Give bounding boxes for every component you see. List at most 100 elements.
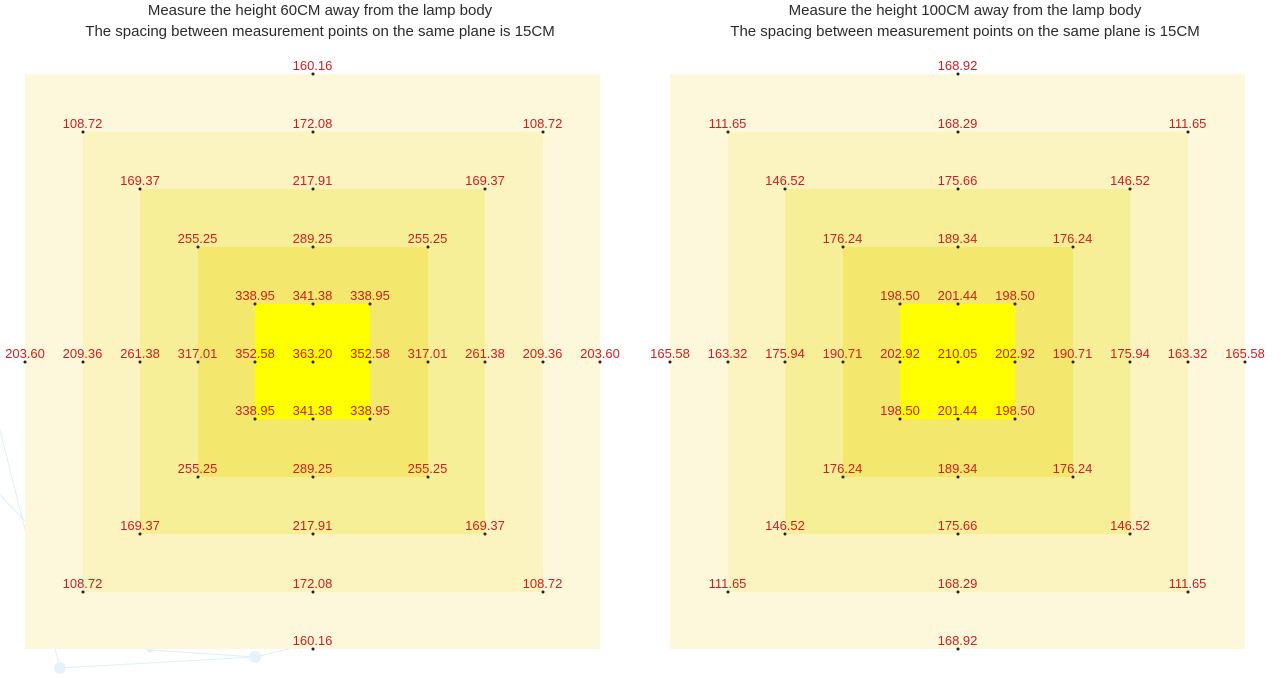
measurement-value: 169.37 bbox=[465, 518, 505, 533]
measurement-value: 352.58 bbox=[235, 345, 275, 361]
measurement-value: 146.52 bbox=[765, 518, 805, 533]
measurement-point-dot bbox=[1013, 417, 1017, 421]
measurement-value: 176.24 bbox=[822, 230, 863, 246]
measurement-point-dot bbox=[841, 245, 844, 248]
measurement-point-dot bbox=[726, 590, 729, 593]
measurement-value: 255.25 bbox=[177, 460, 218, 476]
measurement-point-dot bbox=[426, 475, 429, 478]
measurement-value: 209.36 bbox=[522, 345, 563, 361]
measurement-point-dot bbox=[598, 360, 602, 363]
measurement-point-dot bbox=[311, 187, 314, 191]
measurement-value: 168.92 bbox=[937, 633, 978, 648]
measurement-value: 202.92 bbox=[995, 345, 1035, 361]
measurement-point-dot bbox=[956, 245, 959, 248]
measurement-point-dot bbox=[956, 647, 959, 651]
measurement-value: 189.34 bbox=[937, 230, 978, 246]
measurement-value: 165.58 bbox=[650, 345, 690, 361]
measurement-point-dot bbox=[81, 130, 84, 133]
measurement-point-dot bbox=[898, 302, 902, 306]
measurement-point-dot bbox=[196, 475, 199, 478]
measurement-value: 176.24 bbox=[1052, 230, 1093, 246]
measurement-value: 203.60 bbox=[5, 345, 45, 361]
measurement-value: 338.95 bbox=[235, 288, 275, 303]
measurement-value: 341.38 bbox=[292, 288, 333, 303]
measurement-value: 175.94 bbox=[1110, 345, 1150, 361]
measurement-value: 160.16 bbox=[292, 633, 333, 648]
measurement-point-dot bbox=[1013, 360, 1017, 363]
measurement-value: 198.50 bbox=[880, 288, 920, 303]
measurement-point-dot bbox=[898, 417, 902, 421]
title-line-height: Measure the height 100CM away from the l… bbox=[788, 2, 1142, 19]
measurement-value: 341.38 bbox=[292, 403, 333, 418]
measurement-point-dot bbox=[1243, 360, 1247, 363]
measurement-point-dot bbox=[726, 360, 729, 363]
measurement-value: 317.01 bbox=[177, 345, 218, 361]
measurement-point-dot bbox=[956, 590, 959, 593]
measurement-point-dot bbox=[956, 72, 959, 76]
panel-title: Measure the height 60CM away from the la… bbox=[0, 0, 640, 42]
measurement-point-dot bbox=[138, 532, 142, 536]
measurement-point-dot bbox=[1186, 590, 1189, 593]
measurement-point-dot bbox=[726, 130, 729, 133]
measurement-value: 111.65 bbox=[708, 575, 747, 591]
measurement-value: 160.16 bbox=[292, 58, 333, 73]
measurement-value: 289.25 bbox=[292, 230, 333, 246]
panel-60cm: Measure the height 60CM away from the la… bbox=[0, 0, 640, 678]
measurement-value: 108.72 bbox=[522, 575, 563, 591]
measurement-point-dot bbox=[956, 187, 959, 191]
measurement-point-dot bbox=[196, 360, 199, 363]
measurement-point-dot bbox=[483, 360, 487, 363]
measurement-value: 169.37 bbox=[465, 173, 505, 188]
measurement-point-dot bbox=[1128, 360, 1132, 363]
measurement-value: 190.71 bbox=[1052, 345, 1093, 361]
measurement-point-dot bbox=[253, 417, 257, 421]
measurement-point-dot bbox=[138, 360, 142, 363]
measurement-value: 163.32 bbox=[1167, 345, 1208, 361]
measurement-value: 198.50 bbox=[995, 288, 1035, 303]
measurement-value: 168.29 bbox=[937, 575, 978, 591]
measurement-point-dot bbox=[783, 360, 787, 363]
measurement-point-dot bbox=[1071, 360, 1074, 363]
measurement-value: 217.91 bbox=[292, 173, 333, 188]
measurement-point-dot bbox=[196, 245, 199, 248]
measurement-value: 111.65 bbox=[708, 115, 747, 131]
measurement-value: 190.71 bbox=[822, 345, 863, 361]
measurement-value: 172.08 bbox=[292, 115, 333, 131]
measurement-value: 201.44 bbox=[937, 403, 978, 418]
panel-title: Measure the height 100CM away from the l… bbox=[645, 0, 1285, 42]
measurement-value: 168.92 bbox=[937, 58, 978, 73]
measurement-point-dot bbox=[956, 302, 959, 306]
measurement-point-dot bbox=[311, 532, 314, 536]
measurement-point-dot bbox=[483, 532, 487, 536]
measurement-point-dot bbox=[311, 245, 314, 248]
measurement-value: 317.01 bbox=[407, 345, 448, 361]
measurement-value: 201.44 bbox=[937, 288, 978, 303]
measurement-value: 146.52 bbox=[765, 173, 805, 188]
measurement-value: 108.72 bbox=[522, 115, 563, 131]
measurement-point-dot bbox=[426, 360, 429, 363]
measurement-point-dot bbox=[81, 590, 84, 593]
measurement-point-dot bbox=[368, 360, 372, 363]
measurement-value: 176.24 bbox=[822, 460, 863, 476]
measurement-value: 202.92 bbox=[880, 345, 920, 361]
measurement-value: 175.66 bbox=[937, 518, 978, 533]
panel-100cm: Measure the height 100CM away from the l… bbox=[645, 0, 1285, 678]
measurement-point-dot bbox=[311, 647, 314, 651]
measurement-value: 198.50 bbox=[995, 403, 1035, 418]
measurement-value: 210.05 bbox=[937, 345, 978, 361]
measurement-point-dot bbox=[483, 187, 487, 191]
measurement-value: 189.34 bbox=[937, 460, 978, 476]
measurement-point-dot bbox=[23, 360, 27, 363]
measurement-point-dot bbox=[368, 302, 372, 306]
measurement-point-dot bbox=[1071, 475, 1074, 478]
title-line-spacing: The spacing between measurement points o… bbox=[730, 23, 1200, 40]
measurement-point-dot bbox=[1186, 360, 1189, 363]
measurement-point-dot bbox=[426, 245, 429, 248]
measurement-value: 176.24 bbox=[1052, 460, 1093, 476]
measurement-point-dot bbox=[783, 187, 787, 191]
measurement-value: 168.29 bbox=[937, 115, 978, 131]
measurement-point-dot bbox=[956, 475, 959, 478]
measurement-value: 108.72 bbox=[62, 115, 103, 131]
measurement-point-dot bbox=[81, 360, 84, 363]
measurement-value: 255.25 bbox=[177, 230, 218, 246]
